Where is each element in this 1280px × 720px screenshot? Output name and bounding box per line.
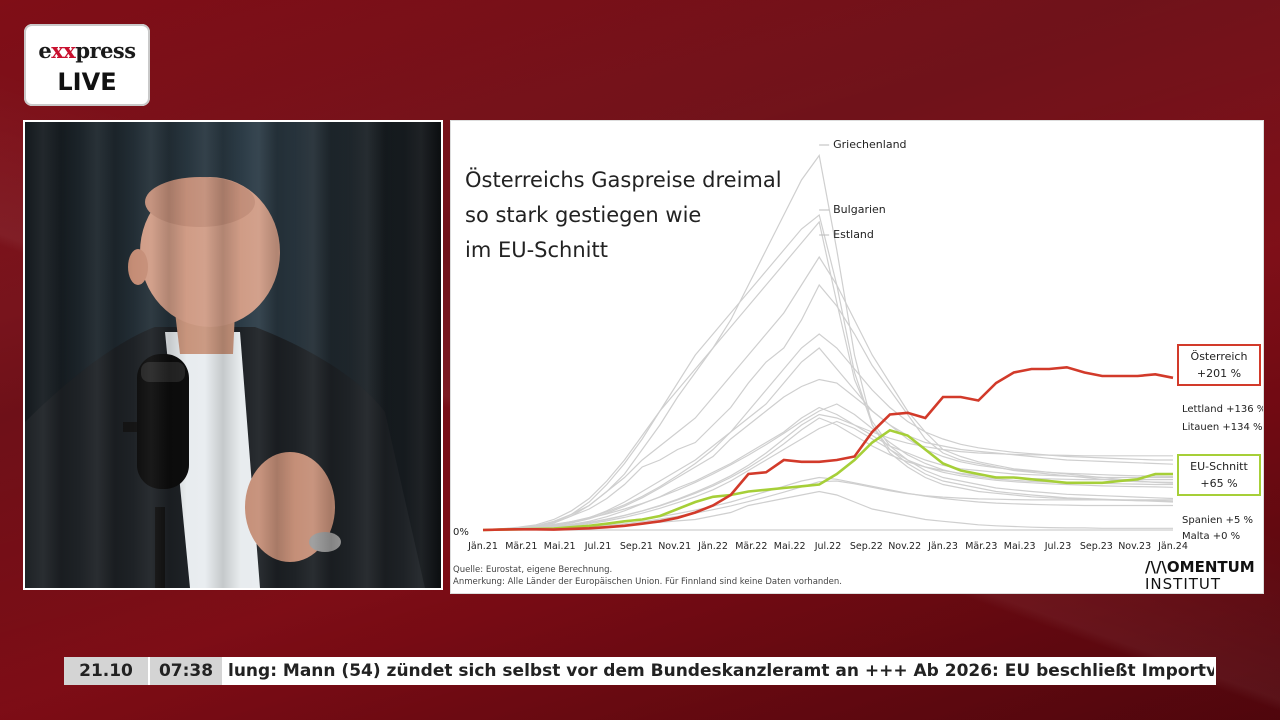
country-series-line <box>482 403 1173 531</box>
country-series-line <box>482 413 1173 531</box>
chart-title-line: so stark gestiegen wie <box>465 203 702 227</box>
country-series-line <box>482 406 1173 531</box>
eu-value-label: +65 % <box>1200 477 1237 490</box>
austria-label-box <box>1177 344 1261 386</box>
chart-source: Quelle: Eurostat, eigene Berechnung. <box>453 565 612 575</box>
country-series-line <box>482 213 1174 531</box>
country-end-label: Spanien +5 % <box>1182 515 1253 526</box>
x-tick-label: Jän.21 <box>467 541 498 552</box>
country-series-line <box>482 255 1174 531</box>
eu-label: EU-Schnitt <box>1190 460 1248 473</box>
series-peak-label: Estland <box>833 228 874 241</box>
austria-label: Österreich <box>1191 350 1248 363</box>
country-end-label: Lettland +136 % <box>1182 404 1263 415</box>
x-tick-label: Nov.23 <box>1118 541 1151 552</box>
y-zero-label: 0% <box>453 527 469 538</box>
country-series-line <box>482 417 1173 531</box>
x-tick-label: Mai.23 <box>1004 541 1036 552</box>
x-tick-label: Jän.23 <box>927 541 958 552</box>
news-ticker: 21.10 07:38 lung: Mann (54) zündet sich … <box>64 657 1216 685</box>
chart-note: Anmerkung: Alle Länder der Europäischen … <box>453 577 842 587</box>
austria-line <box>482 365 1174 532</box>
eu-average-line <box>482 428 1173 532</box>
chart-title-line: im EU-Schnitt <box>465 238 608 262</box>
x-tick-label: Jän.24 <box>1157 541 1188 552</box>
x-tick-label: Mär.23 <box>965 541 997 552</box>
country-end-label: Litauen +134 % <box>1182 422 1263 433</box>
x-tick-label: Sep.23 <box>1080 541 1113 552</box>
x-tick-label: Sep.21 <box>620 541 653 552</box>
x-tick-label: Mär.21 <box>505 541 537 552</box>
x-tick-label: Mai.22 <box>774 541 806 552</box>
eu-label-box <box>1177 454 1261 496</box>
momentum-institut-logo: /\/\OMENTUM INSTITUT <box>1145 559 1255 593</box>
presenter-video-frame <box>25 177 425 588</box>
exxpress-logo: exxpress LIVE <box>24 24 150 106</box>
country-series-line <box>482 154 1174 531</box>
ticker-headline: lung: Mann (54) zündet sich selbst vor d… <box>228 661 1214 681</box>
country-end-label: Malta +0 % <box>1182 531 1240 542</box>
x-tick-label: Sep.22 <box>850 541 883 552</box>
studio-curtain <box>25 122 441 588</box>
x-tick-label: Jän.22 <box>697 541 728 552</box>
x-tick-label: Jul.21 <box>584 541 612 552</box>
austria-value-label: +201 % <box>1197 367 1241 380</box>
logo-wordmark: exxpress <box>38 38 136 63</box>
country-series-line <box>482 420 1174 531</box>
video-feed <box>23 120 443 590</box>
gas-price-chart: 0% Jän.21 Mär.21 Mai.21 Jul.21 Sep.21 Nov.21 Jä… <box>453 138 1263 587</box>
ticker-date: 21.10 <box>64 657 148 685</box>
x-tick-label: Mai.21 <box>544 541 576 552</box>
logo-live-label: LIVE <box>57 68 117 96</box>
x-tick-label: Jul.22 <box>814 541 842 552</box>
chart-title: Österreichs Gaspreise dreimal so stark g… <box>465 163 825 268</box>
x-tick-label: Nov.22 <box>888 541 921 552</box>
country-series-line <box>482 347 1174 531</box>
chart-panel: 0% Jän.21 Mär.21 Mai.21 Jul.21 Sep.21 Nov.21 Jä… <box>450 120 1264 594</box>
country-series-line <box>482 480 1173 531</box>
chart-title-line: Österreichs Gaspreise dreimal <box>465 168 782 192</box>
x-tick-label: Mär.22 <box>735 541 767 552</box>
series-peak-label: Bulgarien <box>833 203 886 216</box>
x-tick-label: Nov.21 <box>658 541 691 552</box>
series-peak-label: Griechenland <box>833 138 906 151</box>
country-series-line <box>482 283 1174 531</box>
x-tick-label: Jul.23 <box>1044 541 1072 552</box>
ticker-time: 07:38 <box>150 657 222 685</box>
country-series-line <box>482 220 1174 531</box>
